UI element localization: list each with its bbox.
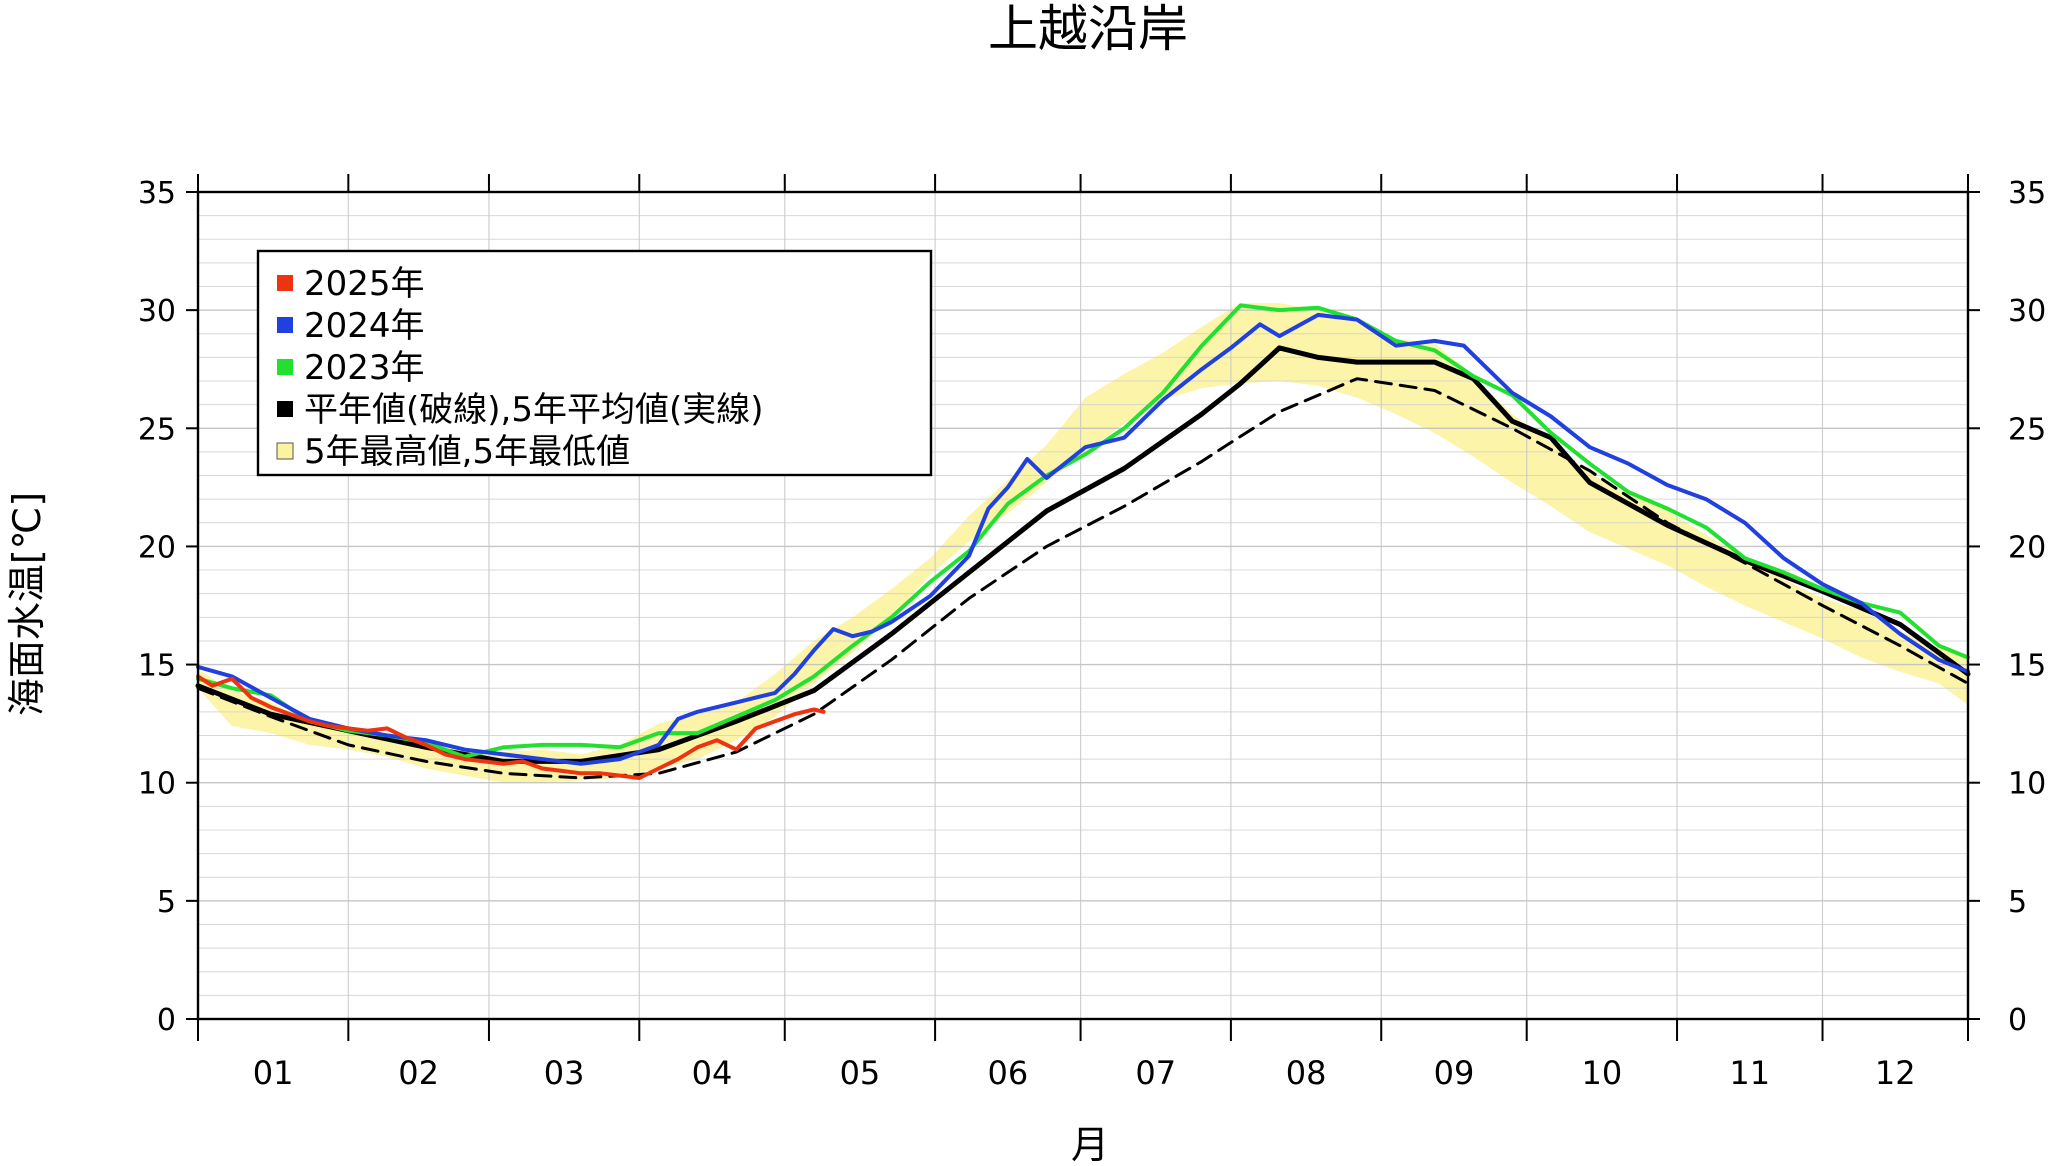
legend-box xyxy=(256,249,933,477)
y-tick-label-right: 30 xyxy=(2008,294,2046,329)
plot-border xyxy=(196,190,1970,1021)
plot-frame xyxy=(196,190,1970,1021)
y-axis-left: 0 5 10 15 20 25 30 35 xyxy=(138,176,198,1038)
y-tick-label-left: 35 xyxy=(138,176,176,211)
x-tick-label: 09 xyxy=(1434,1054,1475,1092)
x-tick-label: 04 xyxy=(692,1054,733,1092)
legend-swatch xyxy=(276,442,294,460)
x-axis-label: 月 xyxy=(1071,1123,1109,1166)
y-tick-label-right: 15 xyxy=(2008,649,2046,684)
y-tick-label-right: 20 xyxy=(2008,530,2046,565)
five-year-mean-line xyxy=(195,345,1971,764)
series-2024-line xyxy=(196,312,1970,766)
legend-swatch xyxy=(277,317,293,333)
x-tick-label: 12 xyxy=(1875,1054,1916,1092)
y-axis-right: 0 5 10 15 20 25 30 35 xyxy=(1968,176,2046,1038)
x-tick-label: 07 xyxy=(1135,1054,1176,1092)
legend-label: 2023年 xyxy=(304,348,425,388)
x-tick-label: 11 xyxy=(1729,1054,1770,1092)
series-2023-line xyxy=(196,303,1970,759)
x-tick-label: 08 xyxy=(1286,1054,1327,1092)
x-tick-label: 05 xyxy=(840,1054,881,1092)
y-tick-label-right: 25 xyxy=(2008,412,2046,447)
x-tick-label: 03 xyxy=(544,1054,585,1092)
x-tick-label: 01 xyxy=(253,1054,294,1092)
y-tick-label-right: 0 xyxy=(2008,1003,2027,1038)
grid-lines xyxy=(198,192,1968,1019)
y-tick-label-left: 0 xyxy=(157,1003,176,1038)
chart-title: 上越沿岸 xyxy=(988,0,1188,58)
y-tick-label-right: 5 xyxy=(2008,885,2027,920)
series-2025-line xyxy=(196,674,826,780)
y-axis-label: 海面水温[℃] xyxy=(5,492,49,716)
x-tick-label: 06 xyxy=(987,1054,1028,1092)
legend-swatch xyxy=(277,401,293,417)
legend-swatch xyxy=(277,275,293,291)
y-tick-label-left: 10 xyxy=(138,767,176,802)
x-axis: 01 02 03 04 05 06 07 08 09 10 11 12 xyxy=(197,174,1969,1092)
x-tick-label: 02 xyxy=(398,1054,439,1092)
legend: 2025年2024年2023年平年値(破線),5年平均値(実線)5年最高値,5年… xyxy=(256,249,933,477)
y-tick-label-left: 5 xyxy=(157,885,176,920)
y-tick-label-left: 25 xyxy=(138,412,176,447)
legend-label: 5年最高値,5年最低値 xyxy=(304,432,630,472)
y-tick-label-left: 30 xyxy=(138,294,176,329)
legend-swatch xyxy=(277,359,293,375)
legend-label: 2024年 xyxy=(304,306,425,346)
legend-label: 2025年 xyxy=(304,264,425,304)
y-tick-label-right: 35 xyxy=(2008,176,2046,211)
y-tick-label-left: 15 xyxy=(138,649,176,684)
x-tick-label: 10 xyxy=(1582,1054,1623,1092)
y-tick-label-left: 20 xyxy=(138,530,176,565)
series-lines xyxy=(195,303,1971,780)
y-tick-label-right: 10 xyxy=(2008,767,2046,802)
legend-label: 平年値(破線),5年平均値(実線) xyxy=(304,390,764,430)
